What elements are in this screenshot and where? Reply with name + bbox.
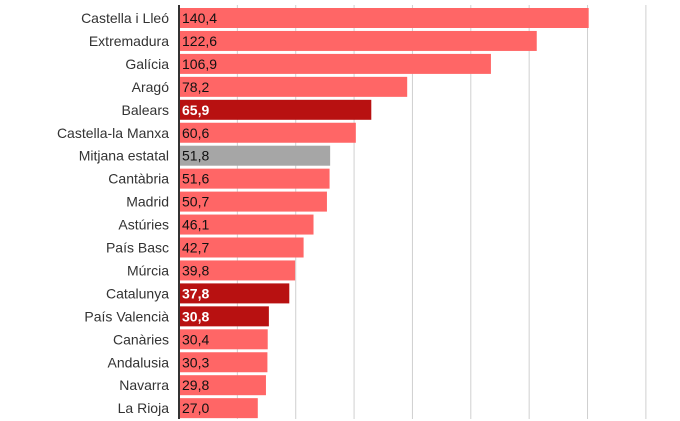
category-label: Galícia (125, 56, 169, 72)
value-label: 30,8 (182, 308, 209, 324)
value-label: 78,2 (182, 79, 209, 95)
bar (179, 398, 258, 419)
value-label: 122,6 (182, 33, 217, 49)
bars: Castella i Lleó 140,4 Extremadura 122,6 Galí… (57, 8, 589, 419)
category-label: Cantàbria (108, 171, 169, 187)
category-label: Múrcia (127, 262, 169, 278)
value-label: 39,8 (182, 262, 209, 278)
category-label: País Valencià (84, 308, 169, 324)
bar (179, 283, 290, 304)
bar (179, 99, 372, 120)
category-label: Canàries (113, 331, 169, 347)
value-label: 50,7 (182, 194, 209, 210)
bar (179, 306, 269, 327)
category-label: Castella i Lleó (81, 10, 169, 26)
category-label: Mitjana estatal (79, 148, 169, 164)
category-label: Balears (122, 102, 169, 118)
bar (179, 122, 356, 143)
category-label: Castella-la Manxa (57, 125, 169, 141)
category-label: Extremadura (89, 33, 169, 49)
bar (179, 30, 537, 51)
category-label: Aragó (132, 79, 170, 95)
value-label: 27,0 (182, 400, 209, 416)
value-label: 106,9 (182, 56, 217, 72)
value-label: 140,4 (182, 10, 217, 26)
category-label: Navarra (119, 377, 169, 393)
bar (179, 8, 589, 28)
value-label: 30,3 (182, 354, 209, 370)
value-label: 60,6 (182, 125, 209, 141)
category-label: Catalunya (106, 285, 169, 301)
value-label: 51,6 (182, 171, 209, 187)
bar (179, 329, 268, 350)
value-label: 46,1 (182, 217, 209, 233)
bar (179, 168, 330, 189)
value-label: 65,9 (182, 102, 209, 118)
bar (179, 260, 296, 281)
category-label: País Basc (106, 240, 169, 256)
bar (179, 352, 268, 373)
bar (179, 76, 408, 97)
bar (179, 191, 327, 212)
value-label: 37,8 (182, 285, 209, 301)
value-label: 51,8 (182, 148, 209, 164)
category-label: Andalusia (108, 354, 170, 370)
gridlines (236, 5, 647, 419)
bar (179, 237, 304, 258)
category-label: Astúries (118, 217, 169, 233)
bar (179, 214, 314, 235)
value-label: 42,7 (182, 240, 209, 256)
category-label: La Rioja (118, 400, 170, 416)
bar (179, 53, 491, 74)
bar (179, 375, 266, 396)
value-label: 30,4 (182, 331, 209, 347)
value-label: 29,8 (182, 377, 209, 393)
category-label: Madrid (126, 194, 169, 210)
bar (179, 145, 331, 166)
